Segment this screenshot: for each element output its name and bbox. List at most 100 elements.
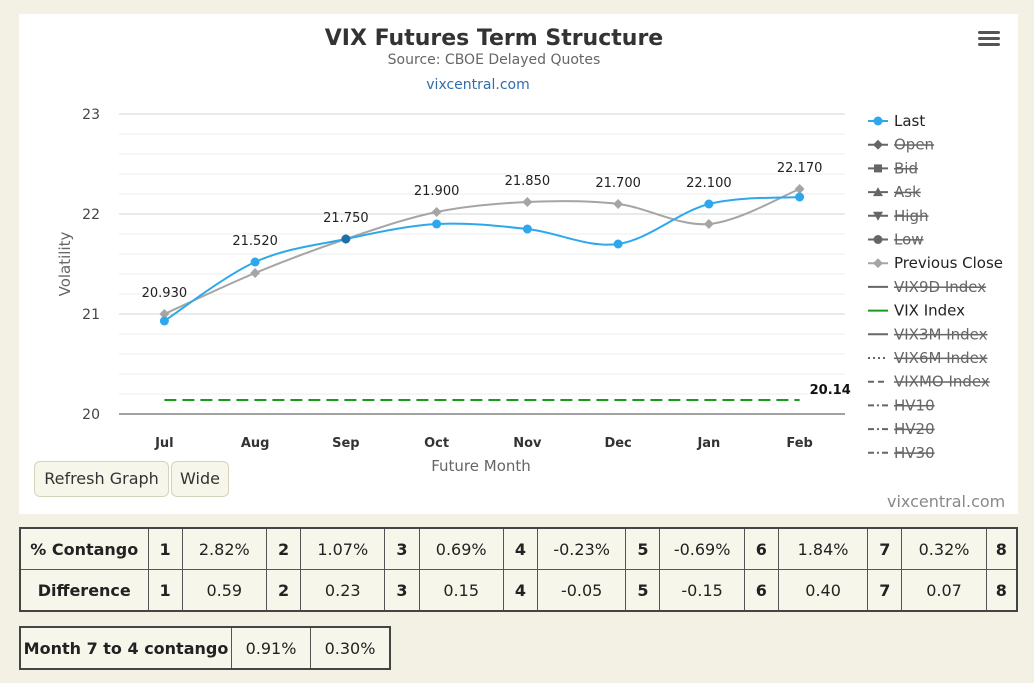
legend-item[interactable]: VIXMO Index [868, 373, 990, 391]
previous-close-point[interactable] [522, 197, 533, 207]
legend-item[interactable]: VIX3M Index [868, 325, 988, 343]
legend-label: Open [894, 136, 934, 154]
last-point[interactable] [341, 234, 351, 244]
last-data-label: 21.900 [414, 184, 460, 199]
chart-menu-button[interactable] [976, 28, 1002, 50]
legend-marker [873, 116, 883, 126]
last-data-label: 21.850 [505, 174, 551, 189]
last-point[interactable] [522, 224, 532, 234]
legend-label: Last [894, 112, 925, 130]
last-point[interactable] [795, 192, 805, 202]
legend-label: High [894, 207, 928, 225]
y-tick-label: 20 [82, 407, 100, 423]
month-contango-value: 0.30% [310, 626, 391, 670]
contango-value: 0.32% [901, 527, 987, 570]
legend-item[interactable]: Ask [868, 183, 921, 201]
contango-value: 0.15 [418, 569, 504, 612]
previous-close-point[interactable] [159, 309, 170, 319]
contango-value: 1.84% [777, 527, 869, 570]
contango-value: 0.07 [901, 569, 987, 612]
legend-label: VIXMO Index [894, 373, 990, 391]
contango-value: -0.05 [536, 569, 627, 612]
contango-row: % Contango 1 2.82% 2 1.07% 3 0.69% 4 -0.23% 5 -0.6… [19, 527, 1018, 570]
last-data-label: 20.930 [142, 286, 188, 301]
month-index: 3 [384, 527, 420, 570]
legend-item[interactable]: High [868, 207, 928, 225]
legend-item[interactable]: HV30 [868, 444, 935, 462]
last-point[interactable] [432, 219, 442, 229]
previous-close-point[interactable] [250, 268, 261, 278]
last-data-label: 21.700 [595, 176, 641, 191]
month-index: 4 [502, 569, 538, 612]
last-data-label: 22.100 [686, 176, 732, 191]
last-point[interactable] [250, 257, 260, 267]
contango-value: 0.69% [418, 527, 504, 570]
month-index: 8 [985, 527, 1018, 570]
refresh-graph-button[interactable]: Refresh Graph [34, 461, 169, 497]
chart-panel: VIX Futures Term Structure Source: CBOE … [19, 14, 1018, 514]
last-point[interactable] [613, 239, 623, 249]
last-point[interactable] [159, 316, 169, 326]
legend-label: Previous Close [894, 254, 1003, 272]
legend-marker [873, 235, 883, 244]
legend-marker [873, 187, 883, 197]
last-data-label: 22.170 [777, 161, 823, 176]
legend-item[interactable]: VIX Index [868, 302, 965, 320]
x-tick-label: Jan [696, 436, 720, 451]
x-tick-label: Oct [424, 436, 449, 451]
month-index: 1 [147, 569, 183, 612]
month-index: 5 [625, 527, 661, 570]
month-contango-value: 0.91% [231, 626, 311, 670]
legend-item[interactable]: Bid [868, 159, 918, 177]
month-index: 6 [743, 569, 779, 612]
legend-label: HV10 [894, 396, 935, 414]
legend-item[interactable]: Low [868, 231, 924, 249]
y-axis-title: Volatility [56, 231, 74, 296]
legend-label: VIX Index [894, 302, 965, 320]
chart: VIX Futures Term Structure Source: CBOE … [56, 26, 1003, 475]
month-index: 3 [384, 569, 420, 612]
last-data-label: 21.750 [323, 211, 369, 226]
previous-close-point[interactable] [794, 184, 805, 194]
legend-label: HV30 [894, 444, 935, 462]
month-index: 4 [502, 527, 538, 570]
credit-link[interactable]: vixcentral.com [887, 492, 1006, 511]
x-tick-label: Nov [513, 436, 542, 451]
previous-close-line [163, 188, 800, 315]
last-point[interactable] [704, 199, 714, 209]
month-index: 6 [743, 527, 779, 570]
month-index: 7 [867, 569, 903, 612]
previous-close-point[interactable] [703, 219, 714, 229]
contango-table: % Contango 1 2.82% 2 1.07% 3 0.69% 4 -0.23% 5 -0.6… [19, 527, 1018, 612]
contango-row: Difference 1 0.59 2 0.23 3 0.15 4 -0.05 5 -0.15 6 0.… [19, 569, 1018, 612]
previous-close-point[interactable] [613, 199, 624, 209]
contango-value: 0.23 [300, 569, 386, 612]
month-contango-table: Month 7 to 4 contango 0.91% 0.30% [19, 626, 391, 670]
previous-close-point[interactable] [431, 207, 442, 217]
legend-item[interactable]: HV20 [868, 420, 935, 438]
legend-item[interactable]: Open [868, 136, 934, 154]
legend-item[interactable]: VIX6M Index [868, 349, 988, 367]
x-tick-label: Sep [332, 436, 360, 451]
legend-item[interactable]: Previous Close [868, 254, 1003, 272]
wide-button[interactable]: Wide [171, 461, 229, 497]
legend-marker [874, 164, 882, 173]
month-index: 2 [265, 569, 302, 612]
x-tick-label: Jul [154, 436, 174, 451]
chart-link[interactable]: vixcentral.com [426, 77, 529, 93]
contango-value: -0.15 [659, 569, 745, 612]
legend-label: VIX9D Index [894, 278, 986, 296]
y-tick-label: 22 [82, 207, 100, 223]
contango-value: -0.69% [659, 527, 745, 570]
x-axis-title: Future Month [431, 457, 531, 475]
month-index: 5 [625, 569, 661, 612]
legend-item[interactable]: Last [868, 112, 925, 130]
legend-item[interactable]: VIX9D Index [868, 278, 986, 296]
legend-label: Low [894, 231, 924, 249]
x-tick-label: Dec [604, 436, 631, 451]
last-line [163, 196, 800, 322]
legend-item[interactable]: HV10 [868, 396, 935, 414]
y-tick-label: 23 [82, 107, 100, 123]
row-label: % Contango [19, 527, 149, 570]
legend-label: Ask [894, 183, 921, 201]
